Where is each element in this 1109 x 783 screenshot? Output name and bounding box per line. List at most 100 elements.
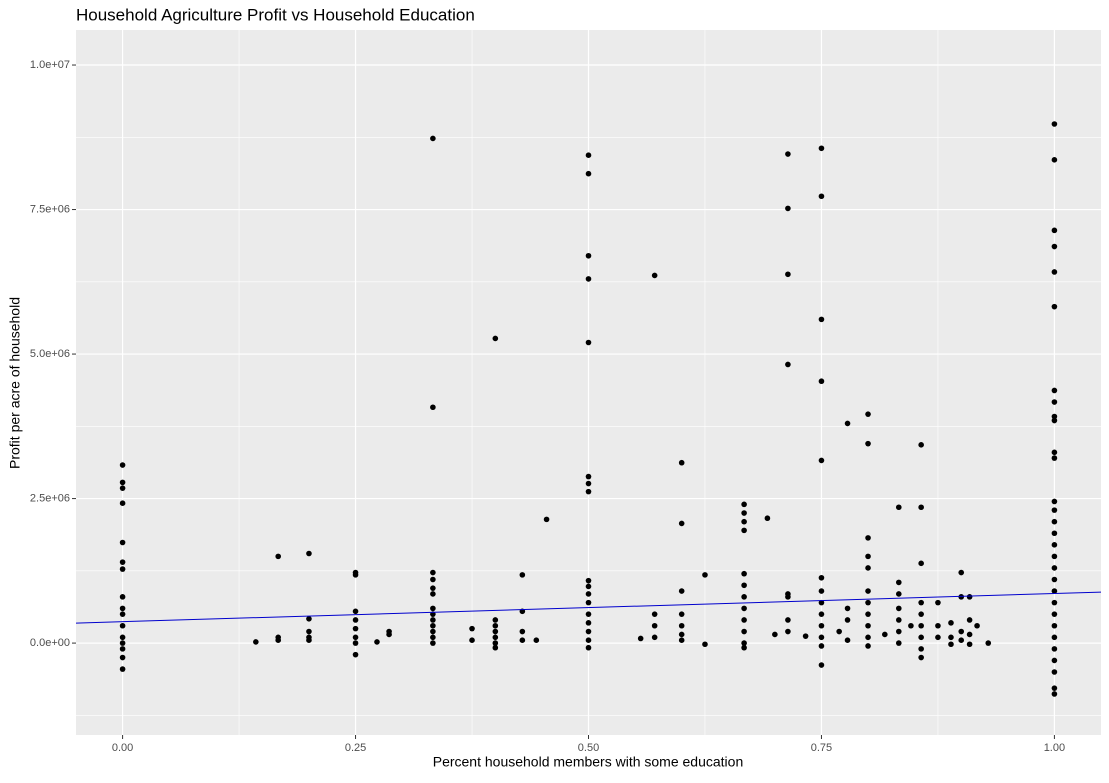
point [844,637,851,643]
point [1051,449,1058,456]
point [1051,417,1058,424]
point [585,480,592,487]
point [918,599,924,606]
point [918,560,924,567]
point [948,641,954,648]
point [678,459,685,466]
point [533,637,540,643]
point [119,462,126,468]
point [352,651,359,658]
point [958,628,965,635]
point [918,611,924,617]
point [1051,399,1058,405]
point [492,640,499,646]
point [966,631,973,638]
point [802,633,809,639]
y-tick-label: 0.0e+00 [30,637,70,649]
point [818,662,825,668]
point [119,485,126,491]
point [678,631,685,638]
point [895,617,902,623]
point [352,608,359,615]
point [741,628,747,635]
point [492,617,499,623]
point [119,500,126,506]
point [119,640,126,646]
point [741,605,747,612]
point [741,640,747,646]
point [836,628,842,635]
point [1051,634,1058,641]
point [1051,565,1058,571]
point [492,335,499,342]
point [430,640,436,646]
point [519,572,526,578]
point [895,504,902,511]
point [865,599,871,606]
point [1051,121,1058,127]
x-tick-label: 0.25 [345,742,366,754]
point [430,591,436,597]
x-tick-label: 0.75 [811,742,832,754]
point [918,646,924,652]
point [352,572,359,578]
point [865,611,871,617]
point [119,605,126,612]
point [1051,227,1058,234]
point [1051,507,1058,513]
x-axis-label: Percent household members with some educ… [433,754,744,770]
point [119,611,126,617]
point [1051,518,1058,525]
point [275,637,282,643]
point [678,622,685,629]
point [119,539,126,546]
point [948,634,954,641]
point [985,640,992,646]
point [352,617,359,623]
point [895,579,902,586]
point [1051,588,1058,594]
point [585,637,592,643]
point [908,622,914,629]
point [818,378,825,385]
x-tick-label: 0.00 [112,742,133,754]
point [119,646,126,652]
point [1051,498,1058,505]
point [519,637,526,643]
point [469,637,475,643]
point [430,605,436,612]
point [386,631,392,638]
point [430,617,436,623]
point [935,634,941,641]
point [1051,685,1058,691]
point [651,634,658,641]
point [1051,611,1058,617]
point [651,611,658,617]
point [430,585,436,591]
y-tick-label: 2.5e+06 [30,492,70,504]
point [1051,387,1058,394]
point [895,640,902,646]
point [974,622,980,629]
point [678,637,685,643]
point [1051,413,1058,420]
point [374,639,380,645]
point [918,654,924,661]
y-tick-label: 5.0e+06 [30,348,70,360]
point [352,625,359,632]
point [119,566,126,572]
point [785,151,791,157]
point [119,634,126,641]
point [818,316,825,323]
point [678,611,685,617]
point [585,488,592,495]
point [865,588,871,594]
point [585,252,592,259]
point [865,643,871,649]
point [882,631,888,638]
point [585,339,592,346]
point [741,527,747,534]
point [702,572,708,578]
